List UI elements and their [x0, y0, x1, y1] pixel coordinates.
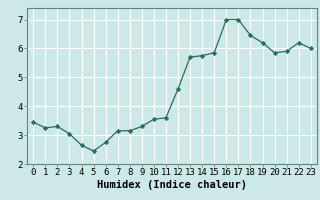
- X-axis label: Humidex (Indice chaleur): Humidex (Indice chaleur): [97, 180, 247, 190]
